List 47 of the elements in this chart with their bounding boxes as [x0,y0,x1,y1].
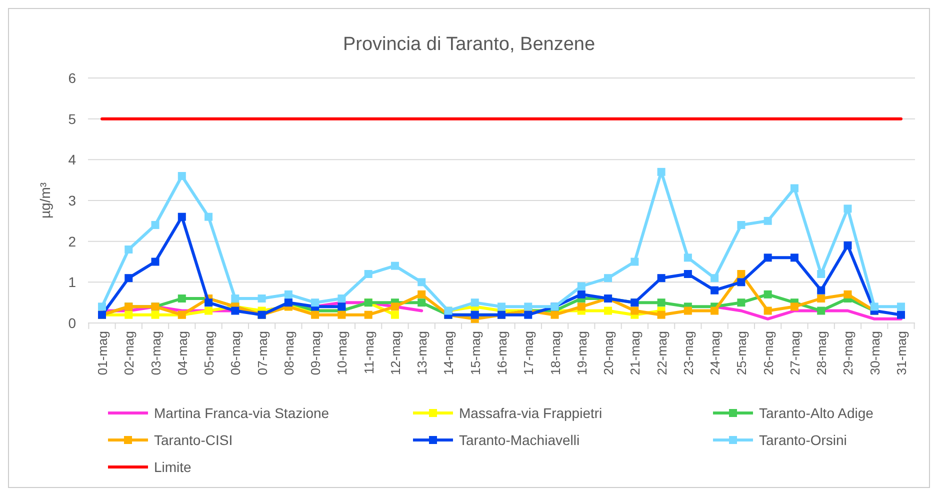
chart-title: Provincia di Taranto, Benzene [342,34,596,55]
x-tick-label: 06-mag [228,331,244,376]
x-tick-label: 10-mag [334,331,350,376]
y-tick-label: 2 [68,233,76,250]
legend-label: Taranto-CISI [154,432,233,448]
y-axis-title: µg/m³ [37,182,53,219]
x-tick-label: 09-mag [308,331,324,376]
legend-label: Massafra-via Frappietri [459,405,602,421]
x-tick-label: 11-mag [361,331,376,374]
x-tick-label: 18-mag [548,331,563,376]
y-tick-label: 5 [68,110,76,127]
legend-label: Taranto-Machiavelli [459,432,580,448]
x-tick-label: 01-mag [95,331,110,376]
legend-label: Limite [154,459,192,475]
x-tick-label: 28-mag [814,331,830,376]
legend-label: Taranto-Alto Adige [759,405,874,421]
x-tick-label: 20-mag [601,331,616,376]
legend-label: Martina Franca-via Stazione [154,405,330,421]
legend-label: Taranto-Orsini [759,432,847,448]
x-tick-label: 03-mag [148,331,164,376]
x-tick-label: 04-mag [174,331,190,376]
x-tick-label: 05-mag [202,331,217,376]
x-tick-label: 22-mag [654,331,670,376]
x-tick-label: 02-mag [122,331,137,376]
y-tick-label: 3 [68,192,76,208]
x-tick-label: 13-mag [414,331,430,376]
x-tick-label: 23-mag [680,331,696,376]
x-tick-label: 31-mag [894,331,909,376]
y-tick-label: 1 [68,274,76,290]
x-tick-label: 07-mag [254,331,270,376]
x-tick-label: 08-mag [281,331,296,376]
x-tick-label: 24-mag [708,331,723,376]
x-tick-label: 26-mag [760,331,776,376]
x-tick-label: 27-mag [787,331,802,376]
x-tick-label: 17-mag [521,331,536,376]
x-tick-label: 29-mag [840,331,856,376]
y-tick-label: 6 [68,70,76,86]
x-tick-label: 21-mag [628,331,643,376]
x-tick-label: 12-mag [388,331,403,376]
x-tick-label: 14-mag [441,331,456,376]
y-tick-label: 4 [68,152,76,168]
x-tick-label: 19-mag [574,331,590,376]
x-tick-label: 16-mag [494,331,510,376]
x-tick-label: 30-mag [867,331,882,376]
y-tick-label: 0 [68,315,76,331]
x-tick-label: 15-mag [468,331,483,376]
x-tick-label: 25-mag [734,331,750,376]
